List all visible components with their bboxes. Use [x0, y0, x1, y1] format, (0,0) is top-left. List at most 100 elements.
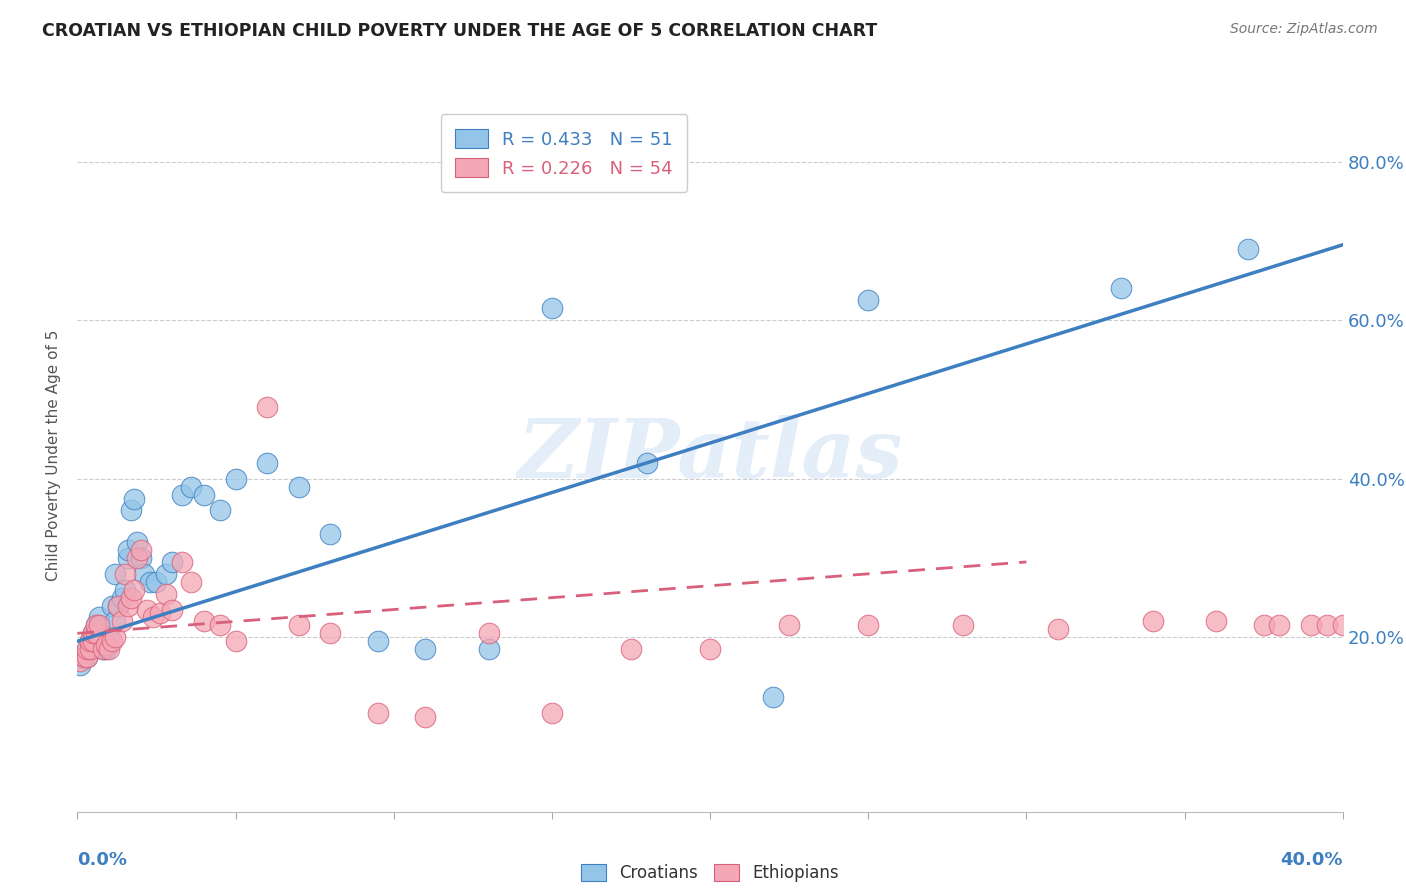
Point — [478, 626, 501, 640]
Point — [86, 618, 108, 632]
Point — [778, 618, 800, 632]
Point — [76, 642, 98, 657]
Point — [76, 642, 98, 657]
Point — [288, 618, 311, 632]
Point — [94, 642, 117, 657]
Point — [952, 618, 974, 632]
Point — [114, 582, 136, 597]
Point — [129, 543, 152, 558]
Point — [124, 491, 146, 506]
Point — [415, 642, 437, 657]
Point — [225, 472, 247, 486]
Point — [142, 610, 165, 624]
Point — [1142, 615, 1164, 629]
Point — [120, 591, 142, 605]
Point — [132, 566, 155, 581]
Point — [155, 566, 177, 581]
Point — [86, 618, 108, 632]
Point — [225, 634, 247, 648]
Point — [1316, 618, 1339, 632]
Point — [1237, 242, 1260, 256]
Point — [162, 602, 183, 616]
Point — [89, 610, 111, 624]
Point — [114, 566, 136, 581]
Point — [117, 543, 139, 558]
Text: ZIPatlas: ZIPatlas — [517, 415, 903, 495]
Point — [82, 634, 104, 648]
Point — [117, 551, 139, 566]
Point — [367, 706, 389, 720]
Point — [82, 626, 104, 640]
Point — [76, 650, 98, 665]
Point — [120, 503, 142, 517]
Point — [89, 618, 111, 632]
Point — [91, 642, 114, 657]
Point — [1205, 615, 1227, 629]
Point — [541, 706, 564, 720]
Point — [155, 587, 177, 601]
Point — [91, 642, 114, 657]
Point — [145, 574, 167, 589]
Point — [256, 401, 278, 415]
Text: Source: ZipAtlas.com: Source: ZipAtlas.com — [1230, 22, 1378, 37]
Point — [1047, 623, 1070, 637]
Point — [73, 650, 96, 665]
Point — [69, 654, 91, 668]
Point — [89, 618, 111, 632]
Point — [127, 535, 149, 549]
Y-axis label: Child Poverty Under the Age of 5: Child Poverty Under the Age of 5 — [46, 329, 62, 581]
Point — [415, 709, 437, 723]
Point — [91, 638, 114, 652]
Text: 40.0%: 40.0% — [1281, 851, 1343, 869]
Point — [76, 650, 98, 665]
Point — [94, 638, 117, 652]
Point — [98, 642, 120, 657]
Point — [636, 456, 658, 470]
Point — [180, 480, 202, 494]
Point — [104, 566, 127, 581]
Point — [94, 634, 117, 648]
Point — [79, 642, 101, 657]
Point — [256, 456, 278, 470]
Text: CROATIAN VS ETHIOPIAN CHILD POVERTY UNDER THE AGE OF 5 CORRELATION CHART: CROATIAN VS ETHIOPIAN CHILD POVERTY UNDE… — [42, 22, 877, 40]
Point — [699, 642, 721, 657]
Point — [104, 615, 127, 629]
Point — [762, 690, 785, 704]
Point — [208, 503, 231, 517]
Point — [139, 574, 162, 589]
Point — [79, 642, 101, 657]
Point — [170, 555, 193, 569]
Point — [858, 618, 880, 632]
Point — [1331, 618, 1354, 632]
Point — [129, 551, 152, 566]
Point — [124, 582, 146, 597]
Point — [319, 626, 342, 640]
Point — [111, 615, 132, 629]
Point — [79, 634, 101, 648]
Point — [1301, 618, 1323, 632]
Point — [1268, 618, 1291, 632]
Point — [107, 599, 129, 613]
Point — [82, 634, 104, 648]
Point — [1111, 281, 1133, 295]
Point — [1253, 618, 1275, 632]
Point — [86, 626, 108, 640]
Point — [79, 634, 101, 648]
Point — [104, 630, 127, 644]
Point — [319, 527, 342, 541]
Point — [149, 607, 172, 621]
Point — [288, 480, 311, 494]
Point — [127, 551, 149, 566]
Point — [170, 487, 193, 501]
Point — [73, 650, 96, 665]
Point — [367, 634, 389, 648]
Point — [162, 555, 183, 569]
Point — [180, 574, 202, 589]
Point — [86, 626, 108, 640]
Point — [101, 634, 124, 648]
Point — [620, 642, 643, 657]
Point — [208, 618, 231, 632]
Point — [858, 293, 880, 308]
Point — [111, 591, 132, 605]
Point — [107, 599, 129, 613]
